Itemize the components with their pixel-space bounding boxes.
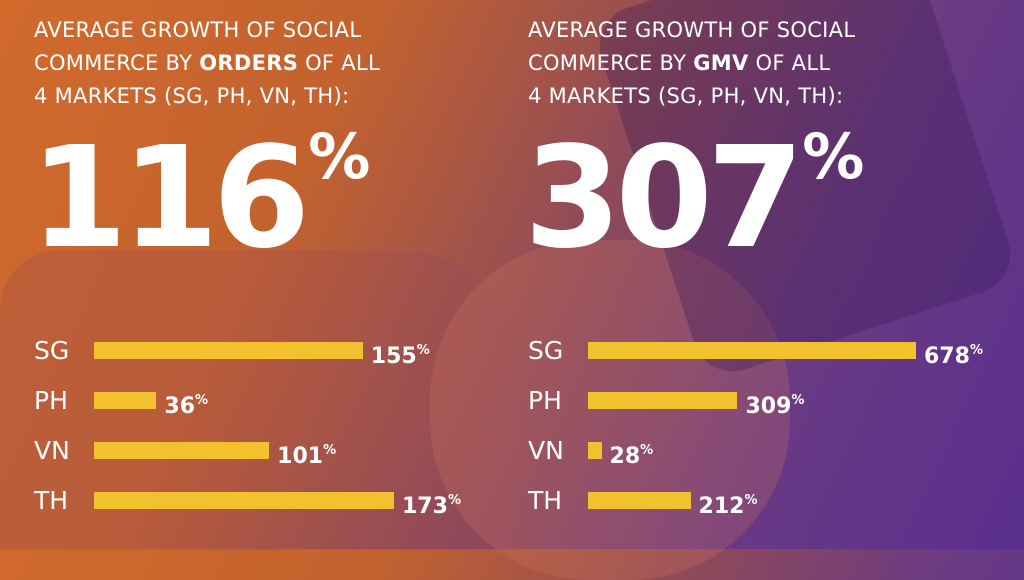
data-label: 28% (609, 443, 654, 469)
heading-highlight: GMV (693, 51, 749, 75)
bar (94, 342, 363, 359)
heading-line-3: 4 MARKETS (SG, PH, VN, TH): (34, 84, 350, 108)
heading-line-2-start: COMMERCE BY (34, 51, 200, 75)
category-label: TH (34, 486, 69, 515)
bar-row-sg: SG 155% (34, 336, 514, 369)
headline-number: 307 (524, 117, 804, 280)
gmv-bar-chart: SG 678% PH 309% VN 28% TH 212% (528, 336, 1008, 526)
bar (588, 442, 602, 459)
bar-row-th: TH 173% (34, 486, 514, 519)
data-label: 309% (745, 393, 805, 419)
bar (588, 392, 738, 409)
heading-line-3: 4 MARKETS (SG, PH, VN, TH): (528, 84, 844, 108)
orders-headline-stat: 116% (30, 126, 370, 269)
heading-highlight: ORDERS (199, 51, 299, 75)
headline-percent-sign: % (802, 120, 865, 193)
orders-heading: AVERAGE GROWTH OF SOCIAL COMMERCE BY ORD… (34, 14, 454, 113)
data-label: 173% (402, 493, 461, 519)
category-label: PH (528, 386, 562, 415)
headline-percent-sign: % (308, 120, 371, 193)
category-label: SG (528, 336, 564, 365)
bar-row-vn: VN 101% (34, 436, 514, 469)
bar-row-sg: SG 678% (528, 336, 1008, 369)
heading-line-1: AVERAGE GROWTH OF SOCIAL (528, 18, 856, 42)
data-label: 36% (164, 393, 209, 419)
data-label: 155% (370, 343, 430, 369)
category-label: TH (528, 486, 563, 515)
category-label: VN (528, 436, 564, 465)
data-label: 678% (924, 343, 983, 369)
heading-line-2-end: OF ALL (748, 51, 831, 75)
bar (588, 342, 916, 359)
bar-row-th: TH 212% (528, 486, 1008, 519)
gmv-heading: AVERAGE GROWTH OF SOCIAL COMMERCE BY GMV… (528, 14, 948, 113)
gmv-headline-stat: 307% (524, 126, 864, 269)
category-label: SG (34, 336, 70, 365)
bar-row-ph: PH 36% (34, 386, 514, 419)
heading-line-1: AVERAGE GROWTH OF SOCIAL (34, 18, 362, 42)
category-label: VN (34, 436, 70, 465)
heading-line-2-start: COMMERCE BY (528, 51, 694, 75)
data-label: 101% (277, 443, 337, 469)
bar (94, 392, 157, 409)
category-label: PH (34, 386, 68, 415)
bar (588, 492, 691, 509)
data-label: 212% (698, 493, 758, 519)
bar (94, 492, 394, 509)
heading-line-2-end: OF ALL (298, 51, 380, 75)
orders-bar-chart: SG 155% PH 36% VN 101% TH 173% (34, 336, 514, 526)
bar (94, 442, 270, 459)
bar-row-ph: PH 309% (528, 386, 1008, 419)
bar-row-vn: VN 28% (528, 436, 1008, 469)
headline-number: 116 (30, 117, 310, 280)
